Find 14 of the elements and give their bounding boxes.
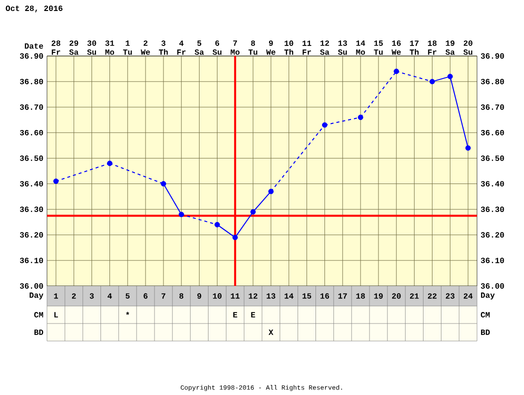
point [394, 68, 400, 74]
point [465, 145, 471, 151]
point [107, 160, 112, 166]
point [250, 209, 256, 215]
point [447, 74, 453, 80]
point [268, 188, 274, 194]
point [160, 181, 166, 186]
point [214, 222, 220, 228]
point [53, 178, 59, 184]
point [358, 114, 364, 120]
point [178, 212, 184, 218]
point [322, 122, 328, 128]
point [232, 234, 238, 240]
point [430, 78, 435, 84]
